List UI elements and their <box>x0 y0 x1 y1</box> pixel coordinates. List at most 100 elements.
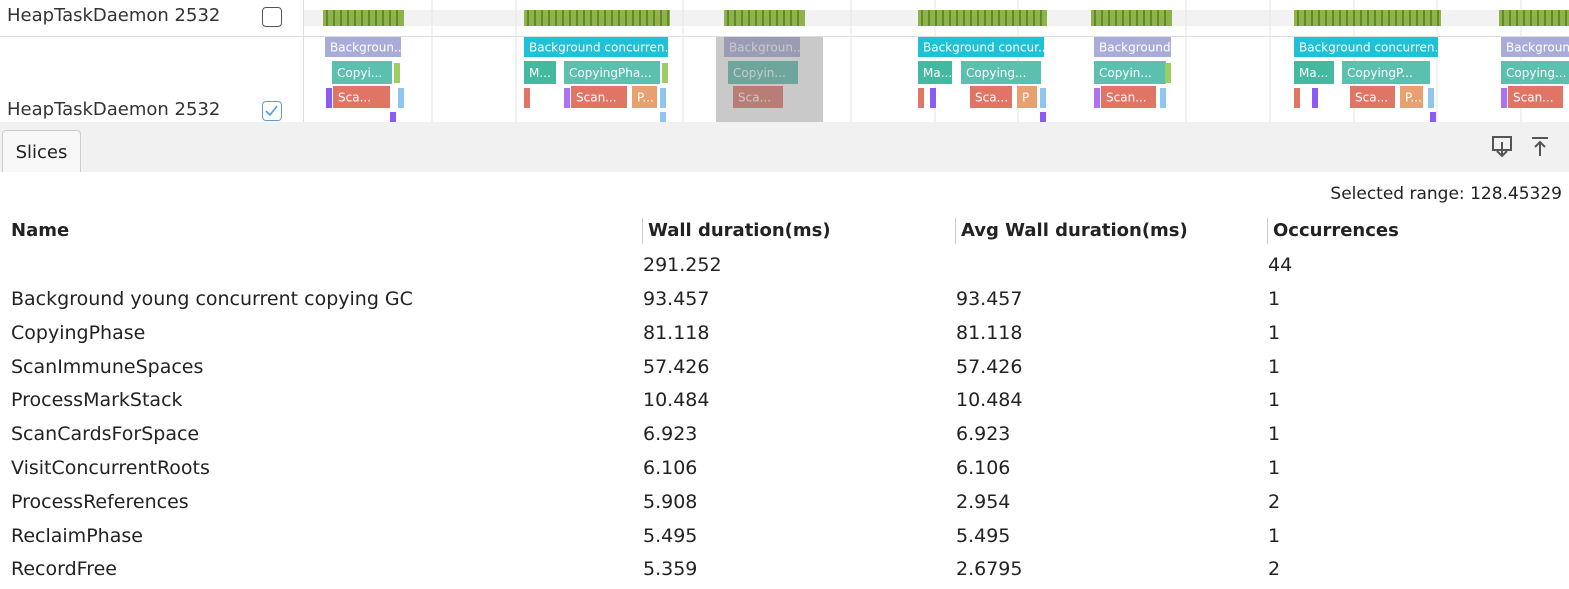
table-cell: 6.923 <box>643 423 698 446</box>
cpu-activity-stripe <box>921 10 923 26</box>
column-header[interactable]: Occurrences <box>1273 220 1399 241</box>
cpu-activity-stripe <box>1115 10 1117 26</box>
column-header[interactable]: Name <box>11 220 70 241</box>
selection-overlay <box>716 37 823 122</box>
cpu-activity-stripe <box>1544 10 1546 26</box>
cpu-activity-stripe <box>1360 10 1362 26</box>
slice <box>1400 86 1423 108</box>
slice-label: CopyingP... <box>1347 66 1413 80</box>
cpu-activity-stripe <box>653 10 655 26</box>
cpu-activity-stripe <box>790 10 792 26</box>
slice <box>332 61 392 84</box>
slice <box>1501 61 1569 84</box>
cpu-activity <box>724 10 805 26</box>
slice-label: CopyingPha... <box>569 66 652 80</box>
slice <box>326 88 332 108</box>
slice-label: M... <box>529 66 551 80</box>
slice-label: Background... <box>1099 41 1182 55</box>
table-cell: 2.954 <box>956 490 1011 513</box>
cpu-activity-stripe <box>1381 10 1383 26</box>
cpu-activity-stripe <box>1026 10 1028 26</box>
column-header[interactable]: Avg Wall duration(ms) <box>961 220 1188 241</box>
cpu-activity-stripe <box>1136 10 1138 26</box>
slice <box>325 37 401 57</box>
cpu-activity-stripe <box>527 10 529 26</box>
cpu-activity-stripe <box>776 10 778 26</box>
cpu-activity-stripe <box>1339 10 1341 26</box>
cpu-activity-stripe <box>534 10 536 26</box>
cpu-activity-stripe <box>326 10 328 26</box>
cpu-activity-stripe <box>375 10 377 26</box>
slice-label: Background concur... <box>923 41 1049 55</box>
slice-label: Sca... <box>338 91 371 105</box>
slice <box>1312 88 1318 108</box>
slice <box>1160 88 1166 108</box>
cpu-activity-stripe <box>1318 10 1320 26</box>
cpu-activity-stripe <box>1040 10 1042 26</box>
cpu-activity-stripe <box>1157 10 1159 26</box>
slice <box>1017 86 1037 108</box>
cpu-activity-stripe <box>949 10 951 26</box>
slice <box>1094 37 1171 57</box>
slice <box>930 88 936 108</box>
track-name: HeapTaskDaemon 2532 <box>7 5 221 26</box>
tab[interactable]: Slices <box>2 130 81 172</box>
cpu-activity-stripe <box>769 10 771 26</box>
cpu-activity-stripe <box>1502 10 1504 26</box>
cpu-activity-stripe <box>762 10 764 26</box>
table-cell: VisitConcurrentRoots <box>11 457 210 479</box>
total-cell: 44 <box>1268 254 1293 276</box>
slice-label: P... <box>1405 91 1422 105</box>
slice <box>524 88 530 108</box>
track-checkbox[interactable] <box>262 101 282 121</box>
cpu-activity-stripe <box>646 10 648 26</box>
table-cell: 5.495 <box>956 524 1011 547</box>
cpu-activity-stripe <box>1537 10 1539 26</box>
slice-label: Background <box>1506 41 1569 55</box>
slice-label: Backgroun... <box>330 41 405 55</box>
cpu-activity-stripe <box>970 10 972 26</box>
cpu-activity-stripe <box>991 10 993 26</box>
cpu-activity-stripe <box>755 10 757 26</box>
slice-label: Scan... <box>576 91 617 105</box>
cpu-activity-stripe <box>1304 10 1306 26</box>
cpu-activity-stripe <box>783 10 785 26</box>
cpu-activity-stripe <box>389 10 391 26</box>
table-cell: Background young concurrent copying GC <box>11 288 413 310</box>
cpu-activity-stripe <box>1402 10 1404 26</box>
slice <box>1040 88 1046 108</box>
slice <box>918 37 1044 57</box>
slice-label: Sca... <box>1355 91 1388 105</box>
cpu-activity-stripe <box>977 10 979 26</box>
cpu-activity-stripe <box>1395 10 1397 26</box>
column-separator <box>642 218 643 244</box>
slice <box>970 86 1012 108</box>
slice-label: Ma... <box>1299 66 1328 80</box>
slice-label: Copyin... <box>1099 66 1152 80</box>
collapse-button[interactable] <box>1528 134 1554 160</box>
slice <box>524 61 556 84</box>
table-cell: 10.484 <box>643 389 710 412</box>
slice <box>571 86 627 108</box>
cpu-activity-stripe <box>1530 10 1532 26</box>
cpu-activity-stripe <box>748 10 750 26</box>
slice <box>1294 61 1334 84</box>
slice <box>1342 61 1430 84</box>
slice <box>564 88 570 108</box>
table-cell: RecordFree <box>11 558 117 581</box>
slice <box>1508 86 1563 108</box>
cpu-activity-stripe <box>597 10 599 26</box>
cpu-activity-stripe <box>368 10 370 26</box>
slice-label: Sca... <box>975 91 1008 105</box>
slice <box>1040 112 1046 122</box>
cpu-activity-stripe <box>1409 10 1411 26</box>
slice <box>1094 61 1166 84</box>
slice <box>1094 88 1100 108</box>
table-cell: 81.118 <box>956 321 1023 344</box>
cpu-activity-stripe <box>935 10 937 26</box>
cpu-activity-stripe <box>1346 10 1348 26</box>
column-header[interactable]: Wall duration(ms) <box>648 220 831 241</box>
track-checkbox[interactable] <box>262 7 282 27</box>
timeline: Backgroun... Copyi... Sca... Background con… <box>0 0 1569 122</box>
download-button[interactable] <box>1490 134 1516 160</box>
